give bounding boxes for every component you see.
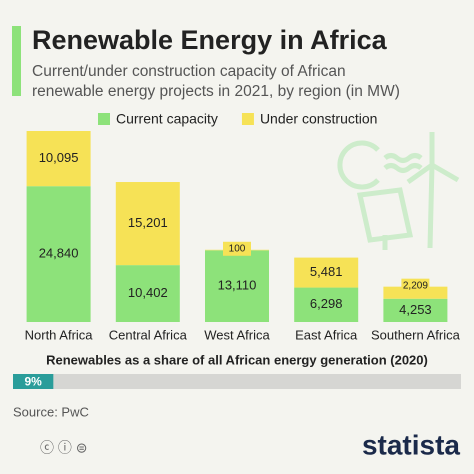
- value-label: 10,095: [39, 150, 79, 165]
- value-label: 2,209: [403, 280, 428, 291]
- brand-logo: statista: [362, 429, 460, 460]
- subtitle: renewable energy projects in 2021, by re…: [32, 83, 400, 100]
- bar-segment: [115, 265, 180, 322]
- subtitle: Current/under construction capacity of A…: [32, 63, 346, 80]
- value-label: 100: [229, 243, 246, 254]
- legend-label: Under construction: [260, 111, 378, 127]
- x-tick-label: North Africa: [25, 327, 94, 342]
- bar-segment: [26, 131, 91, 187]
- label-box: [401, 278, 430, 293]
- progress-title: Renewables as a share of all African ene…: [46, 352, 428, 367]
- value-label: 15,201: [128, 215, 168, 230]
- license-icons: ⓒ ⓘ ⊜: [40, 440, 88, 456]
- accent-bar: [12, 26, 21, 96]
- bar-segment: [26, 186, 91, 322]
- progress-label: 9%: [24, 375, 42, 389]
- progress-fill: [13, 374, 54, 389]
- legend-swatch: [241, 113, 254, 125]
- value-label: 10,402: [128, 285, 168, 300]
- legend-label: Current capacity: [116, 111, 218, 127]
- value-label: 13,110: [218, 278, 257, 293]
- value-label: 5,481: [310, 264, 343, 279]
- progress-track: [13, 374, 461, 389]
- source: Source: PwC: [13, 404, 89, 419]
- bar-segment: [205, 250, 269, 322]
- x-tick-label: Southern Africa: [371, 327, 461, 342]
- x-tick-label: East Africa: [295, 327, 358, 342]
- bar-segment: [294, 287, 359, 322]
- title: Renewable Energy in Africa: [32, 25, 388, 55]
- bar-segment: [383, 298, 448, 322]
- value-label: 4,253: [399, 302, 432, 317]
- value-label: 6,298: [310, 296, 343, 311]
- x-tick-label: Central Africa: [109, 327, 188, 342]
- renewable-icons: [337, 132, 460, 250]
- label-box: [223, 241, 251, 256]
- bar-segment: [115, 182, 180, 266]
- x-tick-label: West Africa: [204, 327, 270, 342]
- bar-segment: [294, 257, 359, 288]
- bar-segment: [383, 286, 448, 299]
- legend-swatch: [98, 113, 110, 125]
- value-label: 24,840: [39, 246, 79, 261]
